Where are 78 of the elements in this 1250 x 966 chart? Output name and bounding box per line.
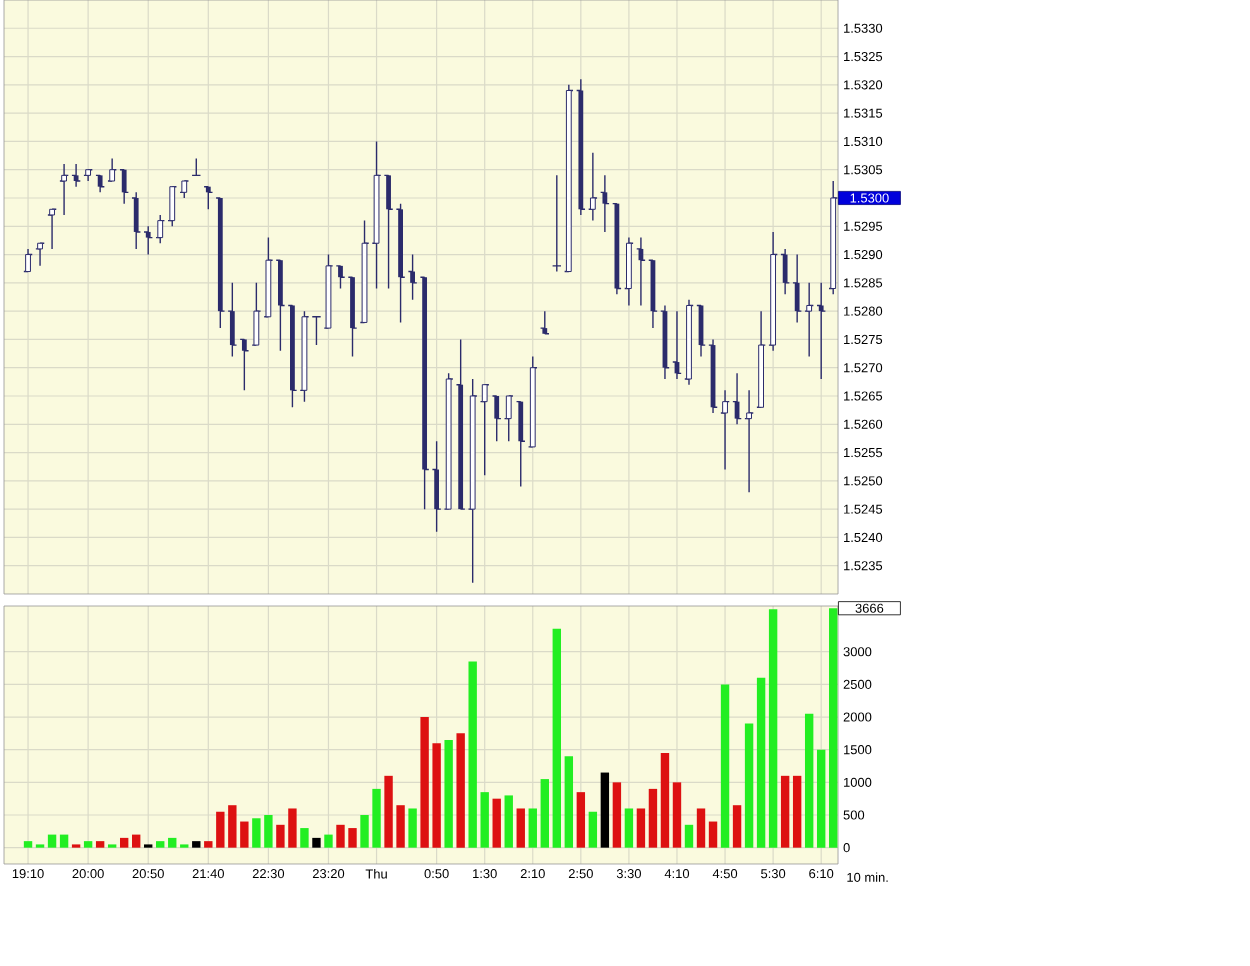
- candlestick: [37, 242, 43, 267]
- candlestick: [686, 299, 692, 386]
- bar: [504, 795, 513, 848]
- bar: [684, 824, 694, 848]
- candlestick: [25, 248, 31, 273]
- candlestick: [626, 236, 632, 307]
- candlestick: [469, 378, 476, 584]
- bar: [47, 834, 57, 848]
- bar: [792, 775, 802, 848]
- bar: [768, 609, 778, 848]
- bar: [588, 811, 598, 848]
- bar: [528, 808, 537, 848]
- bar: [516, 808, 525, 848]
- bar: [648, 788, 658, 848]
- candlestick: [529, 355, 536, 448]
- bar: [564, 756, 574, 848]
- bar: [168, 837, 177, 848]
- candlestick: [61, 163, 67, 216]
- bar: [720, 684, 730, 848]
- candlestick: [109, 157, 116, 182]
- bar: [696, 808, 706, 848]
- bar: [23, 841, 33, 848]
- bar: [829, 608, 838, 848]
- candlestick: [830, 180, 837, 295]
- bar: [324, 834, 333, 848]
- bar: [756, 677, 766, 848]
- candlestick: [169, 185, 176, 227]
- bar: [576, 792, 586, 848]
- bar: [660, 752, 670, 848]
- bar: [804, 713, 814, 848]
- bar: [408, 808, 417, 848]
- bar: [468, 661, 477, 848]
- candlestick: [325, 253, 332, 329]
- candlestick: [265, 236, 272, 318]
- candlestick: [481, 383, 488, 476]
- bar: [131, 834, 141, 848]
- bar: [119, 837, 129, 848]
- candlestick: [181, 180, 188, 199]
- bar: [780, 775, 790, 848]
- candlestick: [505, 395, 512, 442]
- bar: [732, 805, 742, 848]
- bar: [83, 841, 93, 848]
- bar: [744, 723, 754, 848]
- bar: [708, 821, 718, 848]
- candlestick: [806, 282, 813, 358]
- candlestick: [373, 140, 380, 290]
- bar: [624, 808, 634, 848]
- bar: [456, 733, 465, 848]
- candlestick: [614, 202, 620, 295]
- candlestick: [73, 163, 79, 188]
- bar: [612, 782, 622, 848]
- bar: [552, 628, 561, 848]
- bar: [59, 834, 69, 848]
- bar: [192, 841, 201, 848]
- candlestick: [445, 372, 452, 510]
- candlestick: [746, 389, 752, 493]
- candlestick: [49, 208, 55, 250]
- bar: [156, 841, 165, 848]
- candlestick: [301, 310, 308, 403]
- bar: [672, 782, 682, 848]
- candlestick: [758, 310, 765, 408]
- bar: [312, 837, 321, 848]
- bar: [600, 772, 610, 848]
- candlestick: [361, 219, 368, 324]
- bar: [480, 792, 489, 848]
- bar: [95, 841, 105, 848]
- bar: [492, 798, 501, 848]
- bar: [540, 779, 549, 848]
- candlestick: [589, 152, 596, 222]
- candlestick: [157, 214, 164, 244]
- bar: [300, 828, 309, 848]
- bar: [636, 808, 646, 848]
- bar: [444, 739, 453, 848]
- candlestick: [770, 231, 777, 352]
- bar: [816, 749, 826, 848]
- candlestick: [722, 389, 728, 471]
- candlestick: [253, 282, 260, 346]
- candlestick: [565, 84, 572, 273]
